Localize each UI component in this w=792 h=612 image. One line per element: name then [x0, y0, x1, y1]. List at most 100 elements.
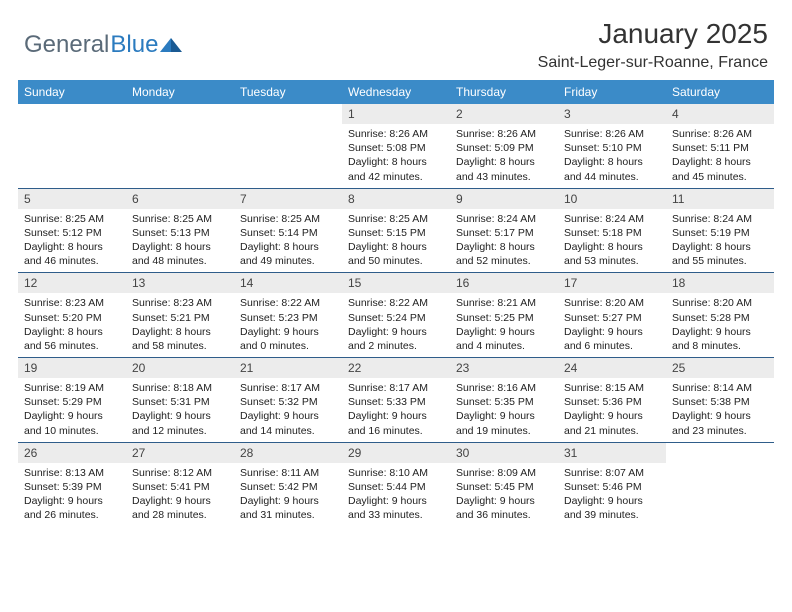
- day-line: and 2 minutes.: [348, 339, 444, 353]
- day-number: 16: [450, 273, 558, 293]
- weekday-cell: Friday: [558, 80, 666, 104]
- day-line: Daylight: 9 hours: [672, 325, 768, 339]
- day-line: Daylight: 9 hours: [564, 325, 660, 339]
- day-cell: 28Sunrise: 8:11 AMSunset: 5:42 PMDayligh…: [234, 443, 342, 527]
- calendar: SundayMondayTuesdayWednesdayThursdayFrid…: [0, 80, 792, 526]
- weekday-cell: Sunday: [18, 80, 126, 104]
- day-line: Sunrise: 8:20 AM: [672, 296, 768, 310]
- day-cell: [126, 104, 234, 188]
- day-line: Daylight: 9 hours: [132, 409, 228, 423]
- weekday-header-row: SundayMondayTuesdayWednesdayThursdayFrid…: [18, 80, 774, 104]
- day-line: and 42 minutes.: [348, 170, 444, 184]
- day-line: Daylight: 8 hours: [456, 240, 552, 254]
- day-line: Sunset: 5:20 PM: [24, 311, 120, 325]
- day-cell: 2Sunrise: 8:26 AMSunset: 5:09 PMDaylight…: [450, 104, 558, 188]
- day-content: Sunrise: 8:23 AMSunset: 5:20 PMDaylight:…: [18, 293, 126, 357]
- title-location: Saint-Leger-sur-Roanne, France: [538, 54, 768, 72]
- day-line: Sunrise: 8:21 AM: [456, 296, 552, 310]
- day-line: and 52 minutes.: [456, 254, 552, 268]
- day-content: Sunrise: 8:25 AMSunset: 5:14 PMDaylight:…: [234, 209, 342, 273]
- title-block: January 2025 Saint-Leger-sur-Roanne, Fra…: [538, 18, 768, 72]
- day-line: Sunset: 5:42 PM: [240, 480, 336, 494]
- day-cell: 27Sunrise: 8:12 AMSunset: 5:41 PMDayligh…: [126, 443, 234, 527]
- week-row: 5Sunrise: 8:25 AMSunset: 5:12 PMDaylight…: [18, 188, 774, 273]
- day-number: 15: [342, 273, 450, 293]
- day-line: Sunrise: 8:23 AM: [132, 296, 228, 310]
- day-line: and 12 minutes.: [132, 424, 228, 438]
- day-line: Sunrise: 8:17 AM: [348, 381, 444, 395]
- day-line: Daylight: 9 hours: [132, 494, 228, 508]
- day-number: 26: [18, 443, 126, 463]
- day-number: 23: [450, 358, 558, 378]
- day-line: Daylight: 9 hours: [24, 494, 120, 508]
- day-line: and 31 minutes.: [240, 508, 336, 522]
- day-number: 27: [126, 443, 234, 463]
- day-cell: 6Sunrise: 8:25 AMSunset: 5:13 PMDaylight…: [126, 189, 234, 273]
- day-number: 4: [666, 104, 774, 124]
- day-line: and 58 minutes.: [132, 339, 228, 353]
- weeks-container: 1Sunrise: 8:26 AMSunset: 5:08 PMDaylight…: [18, 104, 774, 526]
- day-line: Sunset: 5:13 PM: [132, 226, 228, 240]
- day-line: Sunrise: 8:20 AM: [564, 296, 660, 310]
- week-row: 12Sunrise: 8:23 AMSunset: 5:20 PMDayligh…: [18, 272, 774, 357]
- day-number: 12: [18, 273, 126, 293]
- day-content: Sunrise: 8:09 AMSunset: 5:45 PMDaylight:…: [450, 463, 558, 527]
- day-cell: 18Sunrise: 8:20 AMSunset: 5:28 PMDayligh…: [666, 273, 774, 357]
- day-line: Sunset: 5:32 PM: [240, 395, 336, 409]
- week-row: 19Sunrise: 8:19 AMSunset: 5:29 PMDayligh…: [18, 357, 774, 442]
- day-line: Daylight: 8 hours: [564, 155, 660, 169]
- day-content: Sunrise: 8:25 AMSunset: 5:12 PMDaylight:…: [18, 209, 126, 273]
- day-content: Sunrise: 8:19 AMSunset: 5:29 PMDaylight:…: [18, 378, 126, 442]
- day-line: Sunset: 5:33 PM: [348, 395, 444, 409]
- day-line: and 8 minutes.: [672, 339, 768, 353]
- day-line: Daylight: 8 hours: [24, 240, 120, 254]
- day-cell: [234, 104, 342, 188]
- day-line: Sunrise: 8:25 AM: [348, 212, 444, 226]
- day-line: Sunrise: 8:24 AM: [672, 212, 768, 226]
- day-cell: 20Sunrise: 8:18 AMSunset: 5:31 PMDayligh…: [126, 358, 234, 442]
- day-number: 24: [558, 358, 666, 378]
- day-line: Daylight: 9 hours: [672, 409, 768, 423]
- day-line: and 39 minutes.: [564, 508, 660, 522]
- day-line: Sunset: 5:46 PM: [564, 480, 660, 494]
- day-line: Sunrise: 8:25 AM: [24, 212, 120, 226]
- day-line: Sunrise: 8:12 AM: [132, 466, 228, 480]
- day-line: and 45 minutes.: [672, 170, 768, 184]
- day-line: and 56 minutes.: [24, 339, 120, 353]
- weekday-cell: Wednesday: [342, 80, 450, 104]
- day-cell: 8Sunrise: 8:25 AMSunset: 5:15 PMDaylight…: [342, 189, 450, 273]
- day-line: and 53 minutes.: [564, 254, 660, 268]
- day-line: and 14 minutes.: [240, 424, 336, 438]
- day-content: Sunrise: 8:20 AMSunset: 5:28 PMDaylight:…: [666, 293, 774, 357]
- day-content: Sunrise: 8:13 AMSunset: 5:39 PMDaylight:…: [18, 463, 126, 527]
- day-cell: 13Sunrise: 8:23 AMSunset: 5:21 PMDayligh…: [126, 273, 234, 357]
- day-line: and 48 minutes.: [132, 254, 228, 268]
- day-content: Sunrise: 8:26 AMSunset: 5:09 PMDaylight:…: [450, 124, 558, 188]
- day-cell: 5Sunrise: 8:25 AMSunset: 5:12 PMDaylight…: [18, 189, 126, 273]
- day-cell: [666, 443, 774, 527]
- day-line: Sunset: 5:17 PM: [456, 226, 552, 240]
- day-cell: 12Sunrise: 8:23 AMSunset: 5:20 PMDayligh…: [18, 273, 126, 357]
- day-line: Daylight: 8 hours: [240, 240, 336, 254]
- day-content: Sunrise: 8:22 AMSunset: 5:23 PMDaylight:…: [234, 293, 342, 357]
- day-line: Sunset: 5:09 PM: [456, 141, 552, 155]
- day-line: Daylight: 9 hours: [240, 409, 336, 423]
- day-line: Sunrise: 8:26 AM: [672, 127, 768, 141]
- day-line: Daylight: 8 hours: [564, 240, 660, 254]
- day-line: Daylight: 8 hours: [24, 325, 120, 339]
- day-line: Daylight: 8 hours: [132, 325, 228, 339]
- day-line: Sunset: 5:14 PM: [240, 226, 336, 240]
- day-number: 11: [666, 189, 774, 209]
- day-cell: 7Sunrise: 8:25 AMSunset: 5:14 PMDaylight…: [234, 189, 342, 273]
- day-line: and 0 minutes.: [240, 339, 336, 353]
- day-number: 28: [234, 443, 342, 463]
- day-line: and 16 minutes.: [348, 424, 444, 438]
- day-line: Daylight: 9 hours: [240, 325, 336, 339]
- day-line: and 28 minutes.: [132, 508, 228, 522]
- day-cell: 31Sunrise: 8:07 AMSunset: 5:46 PMDayligh…: [558, 443, 666, 527]
- day-cell: 19Sunrise: 8:19 AMSunset: 5:29 PMDayligh…: [18, 358, 126, 442]
- day-line: Sunrise: 8:24 AM: [564, 212, 660, 226]
- day-line: Daylight: 8 hours: [348, 155, 444, 169]
- day-content: Sunrise: 8:26 AMSunset: 5:10 PMDaylight:…: [558, 124, 666, 188]
- weekday-cell: Saturday: [666, 80, 774, 104]
